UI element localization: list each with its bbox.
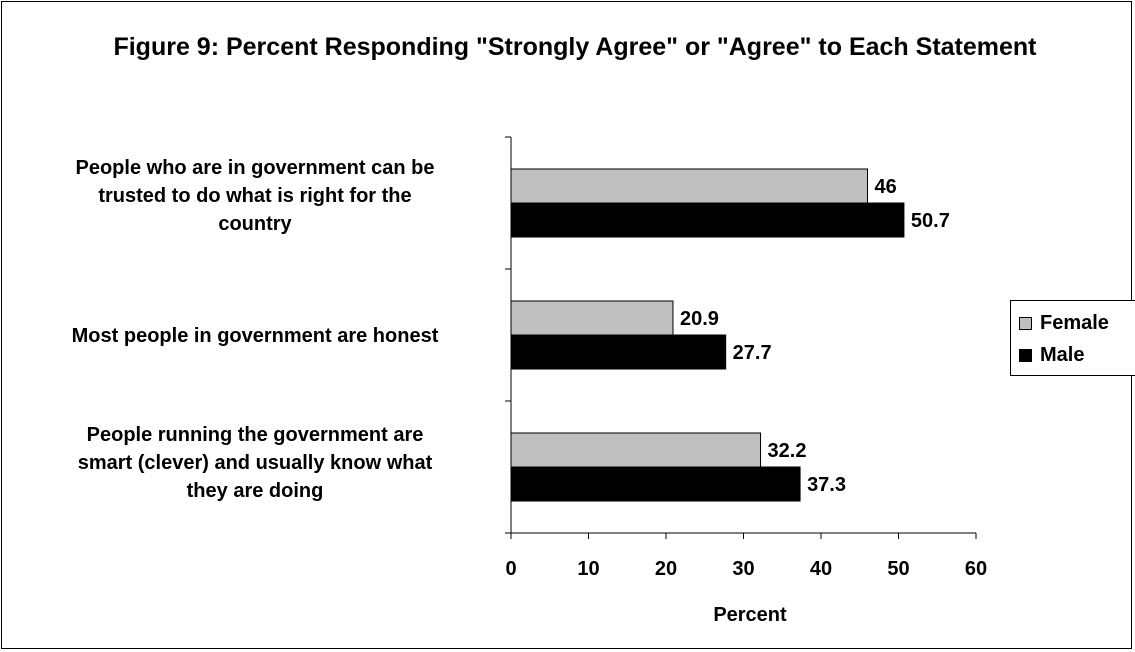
legend-item-male: Male (1019, 342, 1084, 368)
legend-label-male: Male (1040, 343, 1085, 366)
category-label-honest: Most people in government are honest (71, 325, 439, 347)
value-label-female-1: 20.9 (680, 308, 719, 330)
x-tick-label-6: 60 (965, 558, 987, 580)
value-label-male-1: 27.7 (733, 342, 772, 364)
x-tick-label-5: 50 (887, 558, 909, 580)
category-label-trusted: People who are in government can be trust… (75, 157, 435, 235)
bar-female-2 (510, 432, 762, 468)
value-label-female-2: 32.2 (768, 440, 807, 462)
bar-male-2 (510, 466, 801, 502)
value-label-male-0: 50.7 (911, 210, 950, 232)
bar-female-1 (510, 300, 674, 336)
chart-title: Figure 9: Percent Responding "Strongly A… (113, 33, 1037, 61)
bar-male-1 (510, 334, 727, 370)
x-tick-label-1: 10 (577, 558, 599, 580)
x-tick-label-4: 40 (810, 558, 832, 580)
legend-swatch-male (1019, 348, 1032, 362)
legend-label-female: Female (1040, 311, 1109, 334)
legend-item-female: Female (1019, 310, 1109, 336)
x-tick-label-3: 30 (732, 558, 754, 580)
x-tick-label-2: 20 (655, 558, 677, 580)
bar-female-0 (510, 168, 868, 204)
value-label-male-2: 37.3 (807, 474, 846, 496)
legend-swatch-female (1019, 316, 1032, 330)
category-label-smart: People running the government are smart (… (77, 424, 433, 502)
bar-male-0 (510, 202, 905, 238)
legend: Female Male (1010, 300, 1135, 376)
x-axis-title: Percent (713, 604, 787, 626)
value-label-female-0: 46 (875, 176, 897, 198)
x-tick-label-0: 0 (505, 558, 516, 580)
